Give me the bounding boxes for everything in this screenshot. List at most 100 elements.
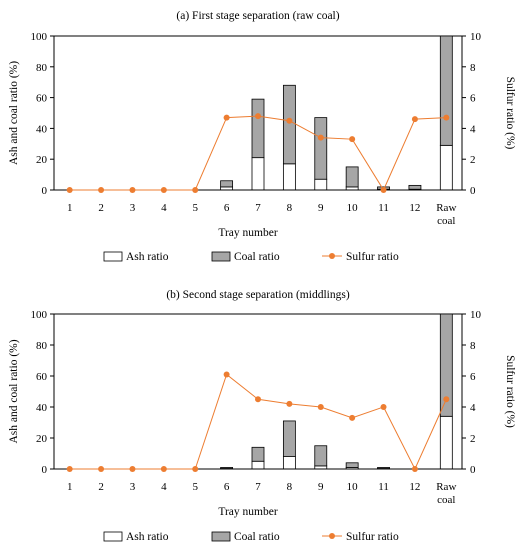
x-tick-label: Raw — [436, 202, 456, 214]
sulfur-point — [129, 466, 136, 472]
y-tick-label: 0 — [42, 185, 48, 197]
y2-tick-label: 10 — [470, 309, 482, 321]
bar-coal — [282, 420, 296, 458]
sulfur-point — [160, 187, 167, 193]
sulfur-point — [66, 187, 73, 193]
x-tick-label: 3 — [130, 481, 136, 493]
bar-coal — [439, 35, 453, 146]
legend: Ash ratio Coal ratio Sulfur ratio — [103, 531, 399, 543]
y2-tick-label: 4 — [470, 123, 476, 135]
sulfur-point — [286, 400, 293, 407]
x-tick-label: 10 — [347, 202, 359, 214]
bar-ash — [282, 163, 296, 191]
bar-coal — [439, 313, 453, 417]
chart-panel-a: (a) First stage separation (raw coal) 0 20… — [8, 10, 516, 263]
sulfur-point — [255, 396, 261, 403]
bar-coal — [377, 467, 390, 469]
y-tick-label: 40 — [36, 402, 48, 414]
x-axis-title: Tray number — [218, 227, 277, 239]
y2-tick-label: 8 — [470, 62, 476, 74]
x-tick-label: coal — [437, 215, 455, 227]
x-tick-label: 11 — [378, 481, 389, 493]
chart-title: (a) First stage separation (raw coal) — [176, 10, 339, 22]
x-tick-label: Raw — [436, 481, 456, 493]
sulfur-point — [411, 466, 418, 472]
y-tick-label: 0 — [42, 464, 48, 476]
y2-tick-label: 0 — [470, 464, 476, 476]
y-tick-label: 60 — [36, 371, 48, 383]
x-tick-label: 7 — [255, 481, 261, 493]
legend-swatch-sulfur-point — [329, 253, 335, 259]
chart-panel-b: (b) Second stage separation (middlings) 0… — [8, 289, 516, 543]
x-tick-label: 1 — [67, 202, 73, 214]
x-tick-label: 9 — [318, 481, 324, 493]
legend-label-coal: Coal ratio — [234, 251, 280, 263]
x-tick-label: 4 — [161, 481, 167, 493]
bar-ash — [439, 415, 453, 470]
legend-swatch-sulfur-point — [329, 533, 335, 539]
x-tick-label: 2 — [98, 202, 104, 214]
x-tick-label: coal — [437, 494, 455, 506]
legend: Ash ratio Coal ratio Sulfur ratio — [103, 251, 399, 263]
x-tick-label: 2 — [98, 481, 104, 493]
y2-tick-label: 6 — [470, 371, 476, 383]
y-axis-title: Ash and coal ratio (%) — [8, 61, 20, 165]
y2-tick-label: 10 — [470, 31, 482, 43]
sulfur-point — [129, 187, 136, 193]
legend-swatch-coal — [211, 251, 231, 262]
y-tick-label: 40 — [36, 123, 48, 135]
bar-coal — [314, 117, 328, 180]
legend-swatch-ash — [103, 251, 123, 262]
legend-swatch-ash — [103, 531, 123, 542]
bar-coal — [251, 446, 265, 462]
bar-ash — [314, 178, 328, 191]
x-tick-label: 10 — [347, 481, 359, 493]
x-tick-label: 8 — [287, 481, 293, 493]
x-tick-label: 3 — [130, 202, 136, 214]
bar-ash — [251, 157, 265, 191]
y-tick-label: 20 — [36, 154, 48, 166]
sulfur-point — [223, 371, 230, 378]
sulfur-point — [349, 414, 356, 421]
sulfur-point — [411, 116, 418, 123]
y-tick-label: 100 — [31, 31, 48, 43]
sulfur-point — [192, 187, 199, 193]
bar-ash — [439, 144, 453, 191]
y-tick-label: 60 — [36, 93, 48, 105]
x-tick-label: 5 — [192, 202, 198, 214]
x-tick-label: 5 — [192, 481, 198, 493]
y-axis-title: Ash and coal ratio (%) — [8, 339, 20, 443]
sulfur-point — [98, 187, 105, 193]
legend-label-coal: Coal ratio — [234, 531, 280, 543]
sulfur-point — [380, 187, 387, 193]
sulfur-point — [66, 466, 73, 472]
sulfur-point — [255, 113, 261, 120]
y2-tick-label: 8 — [470, 340, 476, 352]
y2-tick-label: 2 — [470, 154, 476, 166]
bar-coal — [220, 467, 234, 469]
sulfur-point — [98, 466, 105, 472]
chart-title: (b) Second stage separation (middlings) — [166, 289, 349, 301]
x-tick-label: 7 — [255, 202, 261, 214]
sulfur-point — [317, 134, 324, 141]
legend-swatch-coal — [211, 531, 231, 542]
x-tick-label: 6 — [224, 481, 230, 493]
legend-label-ash: Ash ratio — [126, 251, 169, 263]
y-tick-label: 20 — [36, 433, 48, 445]
sulfur-point — [286, 117, 293, 124]
sulfur-point — [443, 396, 450, 403]
x-tick-label: 12 — [409, 202, 420, 214]
legend-label-sulfur: Sulfur ratio — [346, 531, 399, 543]
sulfur-point — [192, 466, 199, 472]
sulfur-point — [317, 404, 324, 410]
x-tick-label: 6 — [224, 202, 230, 214]
y2-tick-label: 2 — [470, 433, 476, 445]
y-tick-label: 100 — [31, 309, 48, 321]
x-tick-label: 12 — [409, 481, 420, 493]
bar-ash — [282, 456, 296, 470]
sulfur-point — [380, 404, 387, 410]
bar-coal — [251, 98, 265, 159]
bar-coal — [220, 180, 234, 188]
legend-label-sulfur: Sulfur ratio — [346, 251, 399, 263]
